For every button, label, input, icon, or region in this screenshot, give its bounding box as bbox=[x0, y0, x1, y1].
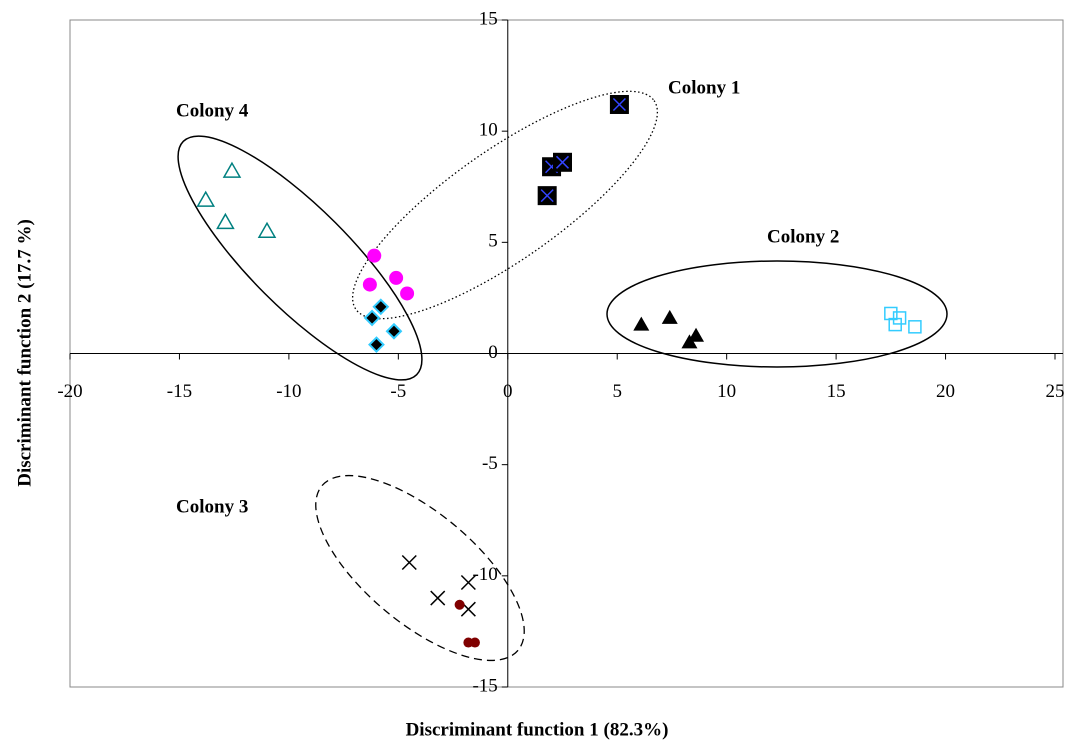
point bbox=[222, 161, 242, 178]
annotation: Colony 3 bbox=[176, 496, 248, 517]
point bbox=[609, 94, 629, 114]
x-axis-title: Discriminant function 1 (82.3%) bbox=[406, 719, 669, 740]
colony-1-ellipse bbox=[351, 90, 659, 320]
marker-triangle bbox=[196, 190, 216, 207]
marker-diamond bbox=[372, 298, 390, 316]
point bbox=[372, 298, 390, 316]
x-tick-label: 5 bbox=[612, 381, 622, 402]
y-tick-label: -5 bbox=[482, 453, 498, 474]
x-tick-label: 10 bbox=[717, 381, 736, 402]
marker-square bbox=[908, 320, 922, 334]
marker-triangle bbox=[222, 161, 242, 178]
marker-square bbox=[884, 306, 898, 321]
marker-triangle bbox=[661, 309, 678, 324]
marker-circle bbox=[469, 637, 480, 648]
point bbox=[892, 311, 907, 325]
y-tick-label: 10 bbox=[479, 120, 498, 141]
marker-triangle bbox=[681, 334, 698, 349]
marker-square bbox=[892, 311, 907, 325]
x-tick-label: -20 bbox=[57, 381, 82, 402]
colony-4-ellipse bbox=[177, 135, 423, 381]
marker-triangle bbox=[633, 316, 650, 331]
point bbox=[469, 637, 480, 648]
x-tick-label: 20 bbox=[936, 381, 955, 402]
marker-diamond bbox=[385, 322, 403, 340]
y-tick-label: -15 bbox=[472, 675, 497, 696]
marker-cross bbox=[540, 189, 554, 203]
marker-diamond bbox=[363, 309, 381, 327]
annotation: Colony 4 bbox=[176, 100, 249, 121]
y-tick-label: 15 bbox=[479, 8, 498, 29]
marker-diamond bbox=[368, 336, 385, 354]
point bbox=[363, 309, 381, 327]
point bbox=[389, 270, 404, 285]
point bbox=[908, 320, 922, 334]
marker-x bbox=[401, 554, 417, 571]
marker-circle bbox=[454, 599, 465, 610]
point bbox=[430, 590, 446, 606]
point bbox=[884, 306, 898, 321]
point bbox=[216, 212, 235, 230]
x-tick-label: 15 bbox=[827, 381, 846, 402]
point bbox=[633, 316, 650, 331]
x-tick-label: -5 bbox=[390, 381, 406, 402]
annotation: Colony 1 bbox=[668, 77, 740, 98]
point bbox=[661, 309, 678, 324]
x-tick-label: 25 bbox=[1046, 381, 1065, 402]
y-tick-label: -10 bbox=[472, 564, 497, 585]
point bbox=[460, 574, 476, 591]
y-tick-label: 5 bbox=[488, 231, 498, 252]
point bbox=[401, 554, 417, 571]
marker-circle bbox=[362, 277, 377, 292]
point bbox=[362, 277, 377, 292]
y-tick-label: 0 bbox=[488, 342, 498, 363]
y-axis-title: Discriminant function 2 (17.7 %) bbox=[14, 219, 35, 487]
marker-x bbox=[430, 590, 446, 606]
x-tick-label: -10 bbox=[276, 381, 301, 402]
marker-x bbox=[460, 574, 476, 591]
point bbox=[681, 334, 698, 349]
point bbox=[688, 327, 705, 342]
marker-circle bbox=[367, 248, 382, 263]
point bbox=[553, 152, 572, 172]
annotation: Colony 2 bbox=[767, 226, 839, 247]
marker-triangle bbox=[257, 221, 277, 238]
marker-triangle bbox=[216, 212, 235, 230]
x-tick-label: 0 bbox=[503, 381, 513, 402]
marker-cross bbox=[555, 155, 570, 169]
marker-cross bbox=[612, 97, 626, 112]
colony-2-ellipse bbox=[606, 260, 948, 368]
marker-triangle bbox=[688, 327, 705, 342]
marker-circle bbox=[400, 286, 415, 301]
x-tick-label: -15 bbox=[167, 381, 192, 402]
point bbox=[537, 186, 557, 206]
point bbox=[257, 221, 277, 238]
point bbox=[454, 599, 465, 610]
colony-3-ellipse bbox=[315, 474, 525, 662]
marker-circle bbox=[389, 270, 404, 285]
point bbox=[368, 336, 385, 354]
point bbox=[400, 286, 415, 301]
point bbox=[385, 322, 403, 340]
point bbox=[196, 190, 216, 207]
point bbox=[367, 248, 382, 263]
